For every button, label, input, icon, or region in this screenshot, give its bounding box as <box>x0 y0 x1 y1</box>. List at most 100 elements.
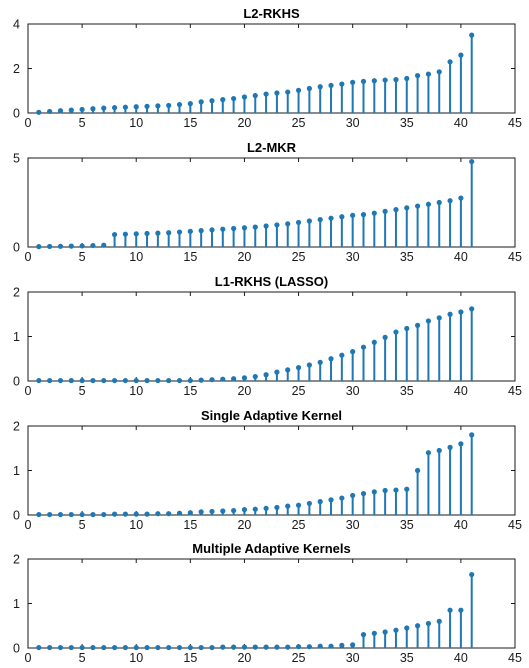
stem-marker <box>447 607 453 613</box>
stem-marker <box>101 242 107 248</box>
stem-marker <box>404 486 410 492</box>
stem-marker <box>133 377 139 384</box>
stem-marker <box>47 243 53 250</box>
stem-marker <box>263 644 269 650</box>
stem-marker <box>198 99 204 105</box>
x-tick-label: 30 <box>346 250 360 264</box>
stem-marker <box>231 95 237 102</box>
x-tick-label: 40 <box>454 116 468 130</box>
stem-marker <box>144 644 150 651</box>
stem-marker <box>263 372 269 378</box>
stem-marker <box>295 365 302 371</box>
stem-marker <box>198 509 204 515</box>
stem-marker <box>404 75 410 82</box>
x-tick-label: 25 <box>292 651 306 665</box>
stem-marker <box>415 467 421 474</box>
stem-marker <box>176 510 183 516</box>
stem-marker <box>469 32 475 38</box>
stem-marker <box>339 495 345 501</box>
stem-marker <box>187 101 193 107</box>
x-tick-label: 0 <box>25 250 32 264</box>
stem-marker <box>209 508 215 515</box>
y-tick-label: 0 <box>13 642 20 656</box>
x-tick-label: 40 <box>454 250 468 264</box>
axes-frame <box>27 291 516 382</box>
y-tick-label: 2 <box>13 553 20 567</box>
stem-marker <box>166 230 172 236</box>
stem-marker <box>425 318 432 324</box>
stem-marker <box>436 315 442 321</box>
stem-marker <box>36 377 42 384</box>
stem-marker <box>47 377 53 384</box>
stem-marker <box>393 487 399 493</box>
subplot-title: L2-RKHS <box>243 6 300 21</box>
stem-marker <box>166 511 172 517</box>
y-tick-label: 1 <box>13 597 20 611</box>
x-tick-label: 10 <box>129 250 143 264</box>
stem-marker <box>404 205 410 211</box>
stem-marker <box>101 644 107 651</box>
x-tick-label: 45 <box>508 116 522 130</box>
stem-marker <box>393 77 399 83</box>
y-tick-label: 1 <box>13 464 20 478</box>
stem-marker <box>133 104 139 110</box>
x-tick-label: 0 <box>25 651 32 665</box>
y-tick-label: 0 <box>13 241 20 255</box>
y-tick-label: 2 <box>13 62 20 76</box>
stem-marker <box>209 227 215 233</box>
stem-marker <box>231 376 237 382</box>
stem-marker <box>79 644 85 651</box>
stem-marker <box>306 362 312 368</box>
x-tick-label: 25 <box>292 116 306 130</box>
x-tick-label: 30 <box>346 518 360 532</box>
x-tick-label: 0 <box>25 518 32 532</box>
stem-marker <box>360 344 367 350</box>
stem-marker <box>122 644 128 651</box>
x-tick-label: 15 <box>183 518 197 532</box>
stem-marker <box>285 503 291 509</box>
stem-marker <box>144 230 150 237</box>
stem-marker <box>469 158 475 165</box>
stem-marker <box>68 243 74 249</box>
x-tick-label: 45 <box>508 250 522 264</box>
subplot-title: Multiple Adaptive Kernels <box>192 541 350 556</box>
stem-marker <box>274 504 280 511</box>
stem-marker <box>79 377 85 384</box>
stem-marker <box>155 511 161 517</box>
x-tick-label: 5 <box>79 384 86 398</box>
y-tick-label: 0 <box>13 509 20 523</box>
x-tick-label: 20 <box>237 384 251 398</box>
stem-marker <box>447 59 453 65</box>
stem-marker <box>122 377 128 384</box>
stem-marker <box>350 79 356 85</box>
stem-marker <box>328 497 334 503</box>
stem-marker <box>79 511 85 518</box>
stem-marker <box>111 377 118 384</box>
stem-marker <box>79 106 85 113</box>
stem-marker <box>458 309 464 315</box>
stem-marker <box>187 377 193 384</box>
stem-marker <box>393 207 399 213</box>
stem-marker <box>79 243 85 249</box>
axes-frame <box>27 558 516 649</box>
stem-marker <box>176 377 183 384</box>
y-tick-label: 5 <box>13 152 20 166</box>
stem-marker <box>306 218 312 224</box>
stem-marker <box>47 511 53 518</box>
stem-marker <box>241 94 248 100</box>
stem-marker <box>90 377 96 384</box>
axes-frame <box>27 425 516 516</box>
subplot-3: L1-RKHS (LASSO) 0 5 10 15 20 25 30 35 40 45 0 1 2 <box>13 274 522 398</box>
stem-marker <box>328 82 334 89</box>
stem-marker <box>285 221 291 227</box>
stem-marker <box>317 499 323 505</box>
stem-marker <box>285 644 291 650</box>
stem-marker <box>306 85 312 92</box>
stem-marker <box>382 334 388 340</box>
stem-marker <box>469 432 475 438</box>
subplot-title: Single Adaptive Kernel <box>201 408 342 423</box>
stem-marker <box>231 507 237 514</box>
stem-marker <box>90 242 96 249</box>
stem-marker <box>101 105 107 111</box>
